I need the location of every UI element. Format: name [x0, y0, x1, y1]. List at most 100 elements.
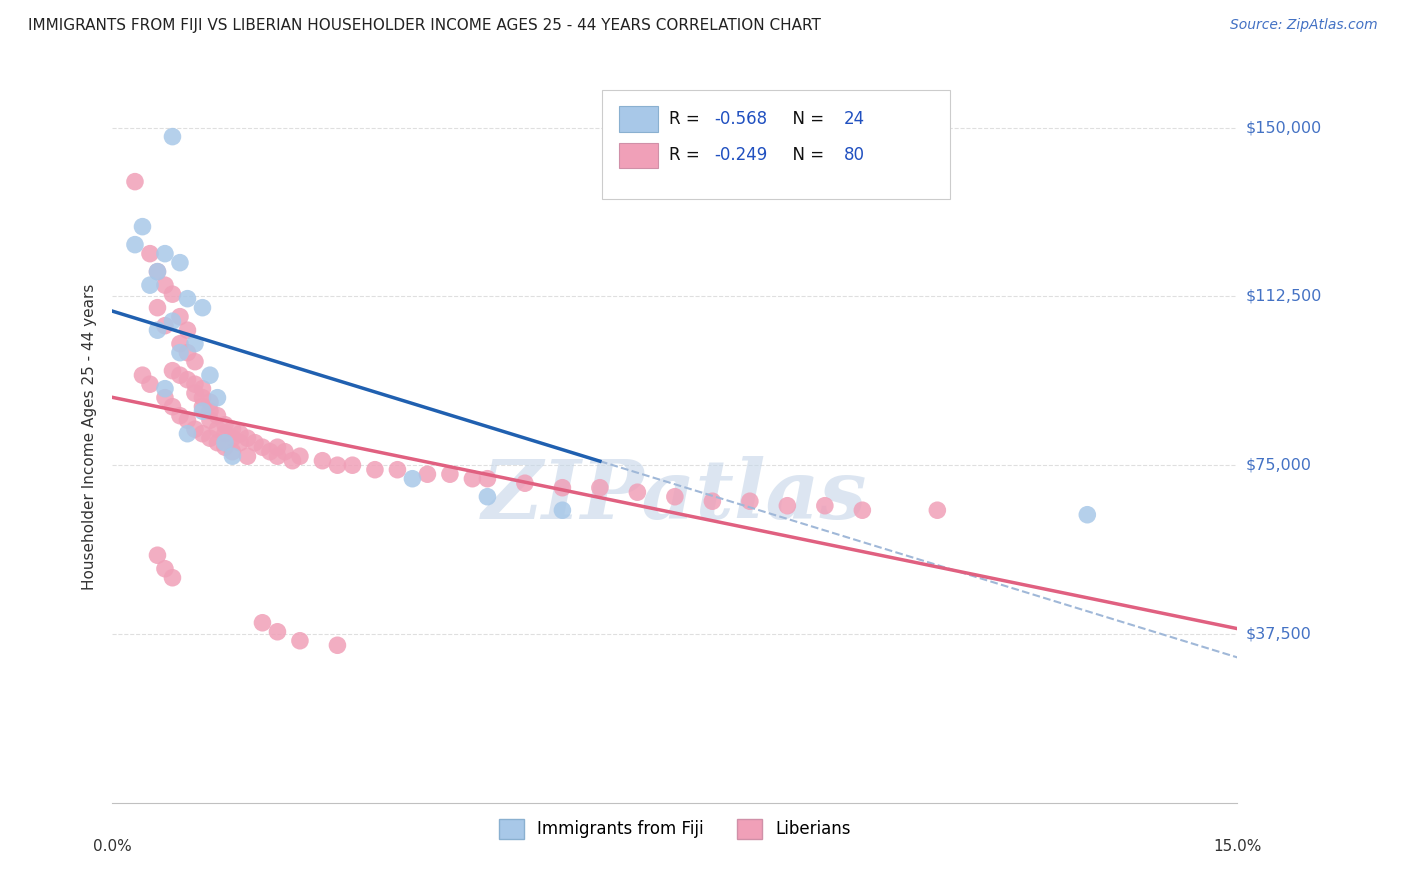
- Point: [326, 638, 349, 652]
- Point: [169, 409, 191, 423]
- Point: [266, 449, 288, 463]
- Point: [169, 345, 191, 359]
- Point: [851, 503, 873, 517]
- Point: [153, 382, 176, 396]
- Legend: Immigrants from Fiji, Liberians: Immigrants from Fiji, Liberians: [492, 812, 858, 846]
- Point: [477, 472, 499, 486]
- Text: N =: N =: [782, 146, 830, 164]
- Point: [153, 318, 176, 333]
- Point: [477, 490, 499, 504]
- Text: R =: R =: [669, 110, 706, 128]
- Point: [162, 314, 184, 328]
- Text: $112,500: $112,500: [1246, 289, 1322, 304]
- Point: [169, 310, 191, 324]
- Point: [664, 490, 686, 504]
- Point: [162, 571, 184, 585]
- Point: [252, 615, 274, 630]
- Point: [184, 422, 207, 436]
- Point: [439, 467, 461, 482]
- Point: [551, 503, 574, 517]
- Point: [162, 129, 184, 144]
- Point: [236, 449, 259, 463]
- Point: [364, 463, 387, 477]
- Point: [236, 431, 259, 445]
- Point: [191, 404, 214, 418]
- Point: [401, 472, 423, 486]
- Point: [326, 458, 349, 473]
- Point: [266, 440, 288, 454]
- Point: [124, 175, 146, 189]
- Point: [184, 336, 207, 351]
- Point: [702, 494, 724, 508]
- Point: [198, 395, 221, 409]
- Point: [153, 278, 176, 293]
- Point: [169, 336, 191, 351]
- Point: [311, 453, 333, 467]
- FancyBboxPatch shape: [619, 106, 658, 132]
- Text: -0.568: -0.568: [714, 110, 768, 128]
- Point: [184, 354, 207, 368]
- Point: [191, 426, 214, 441]
- Point: [198, 413, 221, 427]
- Text: 15.0%: 15.0%: [1213, 839, 1261, 855]
- Point: [139, 278, 162, 293]
- Point: [146, 323, 169, 337]
- Point: [927, 503, 949, 517]
- Point: [176, 292, 198, 306]
- Point: [146, 301, 169, 315]
- Point: [176, 426, 198, 441]
- Point: [146, 265, 169, 279]
- Text: IMMIGRANTS FROM FIJI VS LIBERIAN HOUSEHOLDER INCOME AGES 25 - 44 YEARS CORRELATI: IMMIGRANTS FROM FIJI VS LIBERIAN HOUSEHO…: [28, 18, 821, 33]
- FancyBboxPatch shape: [602, 90, 950, 200]
- Point: [214, 417, 236, 432]
- Point: [243, 435, 266, 450]
- Point: [153, 562, 176, 576]
- Point: [124, 237, 146, 252]
- FancyBboxPatch shape: [619, 143, 658, 169]
- Text: $75,000: $75,000: [1246, 458, 1312, 473]
- Point: [387, 463, 409, 477]
- Point: [229, 426, 252, 441]
- Point: [252, 440, 274, 454]
- Point: [589, 481, 612, 495]
- Point: [1076, 508, 1098, 522]
- Point: [176, 413, 198, 427]
- Point: [162, 400, 184, 414]
- Point: [153, 391, 176, 405]
- Point: [191, 391, 214, 405]
- Point: [229, 435, 252, 450]
- Point: [198, 431, 221, 445]
- Point: [191, 301, 214, 315]
- Point: [214, 435, 236, 450]
- Point: [139, 246, 162, 260]
- Text: -0.249: -0.249: [714, 146, 768, 164]
- Point: [288, 449, 311, 463]
- Point: [184, 386, 207, 401]
- Point: [738, 494, 761, 508]
- Point: [266, 624, 288, 639]
- Text: $150,000: $150,000: [1246, 120, 1322, 135]
- Point: [207, 409, 229, 423]
- Point: [776, 499, 799, 513]
- Point: [131, 368, 153, 383]
- Y-axis label: Householder Income Ages 25 - 44 years: Householder Income Ages 25 - 44 years: [82, 284, 97, 591]
- Point: [162, 287, 184, 301]
- Point: [176, 373, 198, 387]
- Point: [281, 453, 304, 467]
- Point: [214, 440, 236, 454]
- Point: [176, 323, 198, 337]
- Point: [146, 265, 169, 279]
- Point: [274, 444, 297, 458]
- Point: [184, 377, 207, 392]
- Point: [169, 255, 191, 269]
- Point: [176, 345, 198, 359]
- Point: [207, 435, 229, 450]
- Point: [416, 467, 439, 482]
- Point: [139, 377, 162, 392]
- Point: [162, 364, 184, 378]
- Point: [626, 485, 648, 500]
- Point: [207, 422, 229, 436]
- Point: [814, 499, 837, 513]
- Point: [221, 431, 243, 445]
- Point: [221, 449, 243, 463]
